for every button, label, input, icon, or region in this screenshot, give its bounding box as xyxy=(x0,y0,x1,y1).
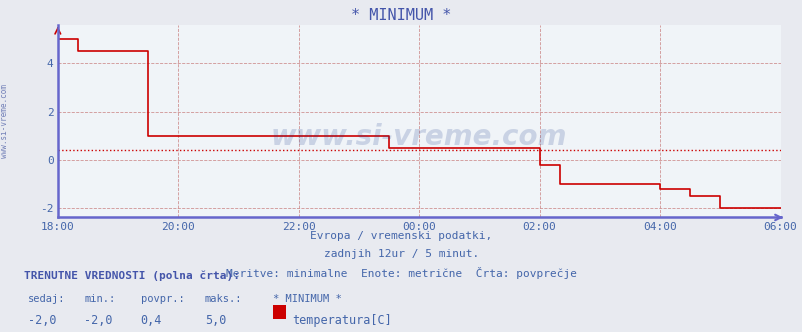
Text: Evropa / vremenski podatki,: Evropa / vremenski podatki, xyxy=(310,231,492,241)
Text: www.si-vreme.com: www.si-vreme.com xyxy=(0,84,9,158)
Text: www.si-vreme.com: www.si-vreme.com xyxy=(270,123,567,151)
Text: Meritve: minimalne  Enote: metrične  Črta: povprečje: Meritve: minimalne Enote: metrične Črta:… xyxy=(225,267,577,279)
Text: * MINIMUM *: * MINIMUM * xyxy=(273,294,342,304)
Text: min.:: min.: xyxy=(84,294,115,304)
Text: -2,0: -2,0 xyxy=(28,314,56,327)
Text: -2,0: -2,0 xyxy=(84,314,112,327)
Text: 0,4: 0,4 xyxy=(140,314,162,327)
Text: temperatura[C]: temperatura[C] xyxy=(292,314,391,327)
Text: TRENUTNE VREDNOSTI (polna črta):: TRENUTNE VREDNOSTI (polna črta): xyxy=(24,271,240,281)
Text: povpr.:: povpr.: xyxy=(140,294,184,304)
Text: maks.:: maks.: xyxy=(205,294,242,304)
Text: zadnjih 12ur / 5 minut.: zadnjih 12ur / 5 minut. xyxy=(323,249,479,259)
Text: * MINIMUM *: * MINIMUM * xyxy=(351,8,451,23)
Text: 5,0: 5,0 xyxy=(205,314,226,327)
Text: sedaj:: sedaj: xyxy=(28,294,66,304)
